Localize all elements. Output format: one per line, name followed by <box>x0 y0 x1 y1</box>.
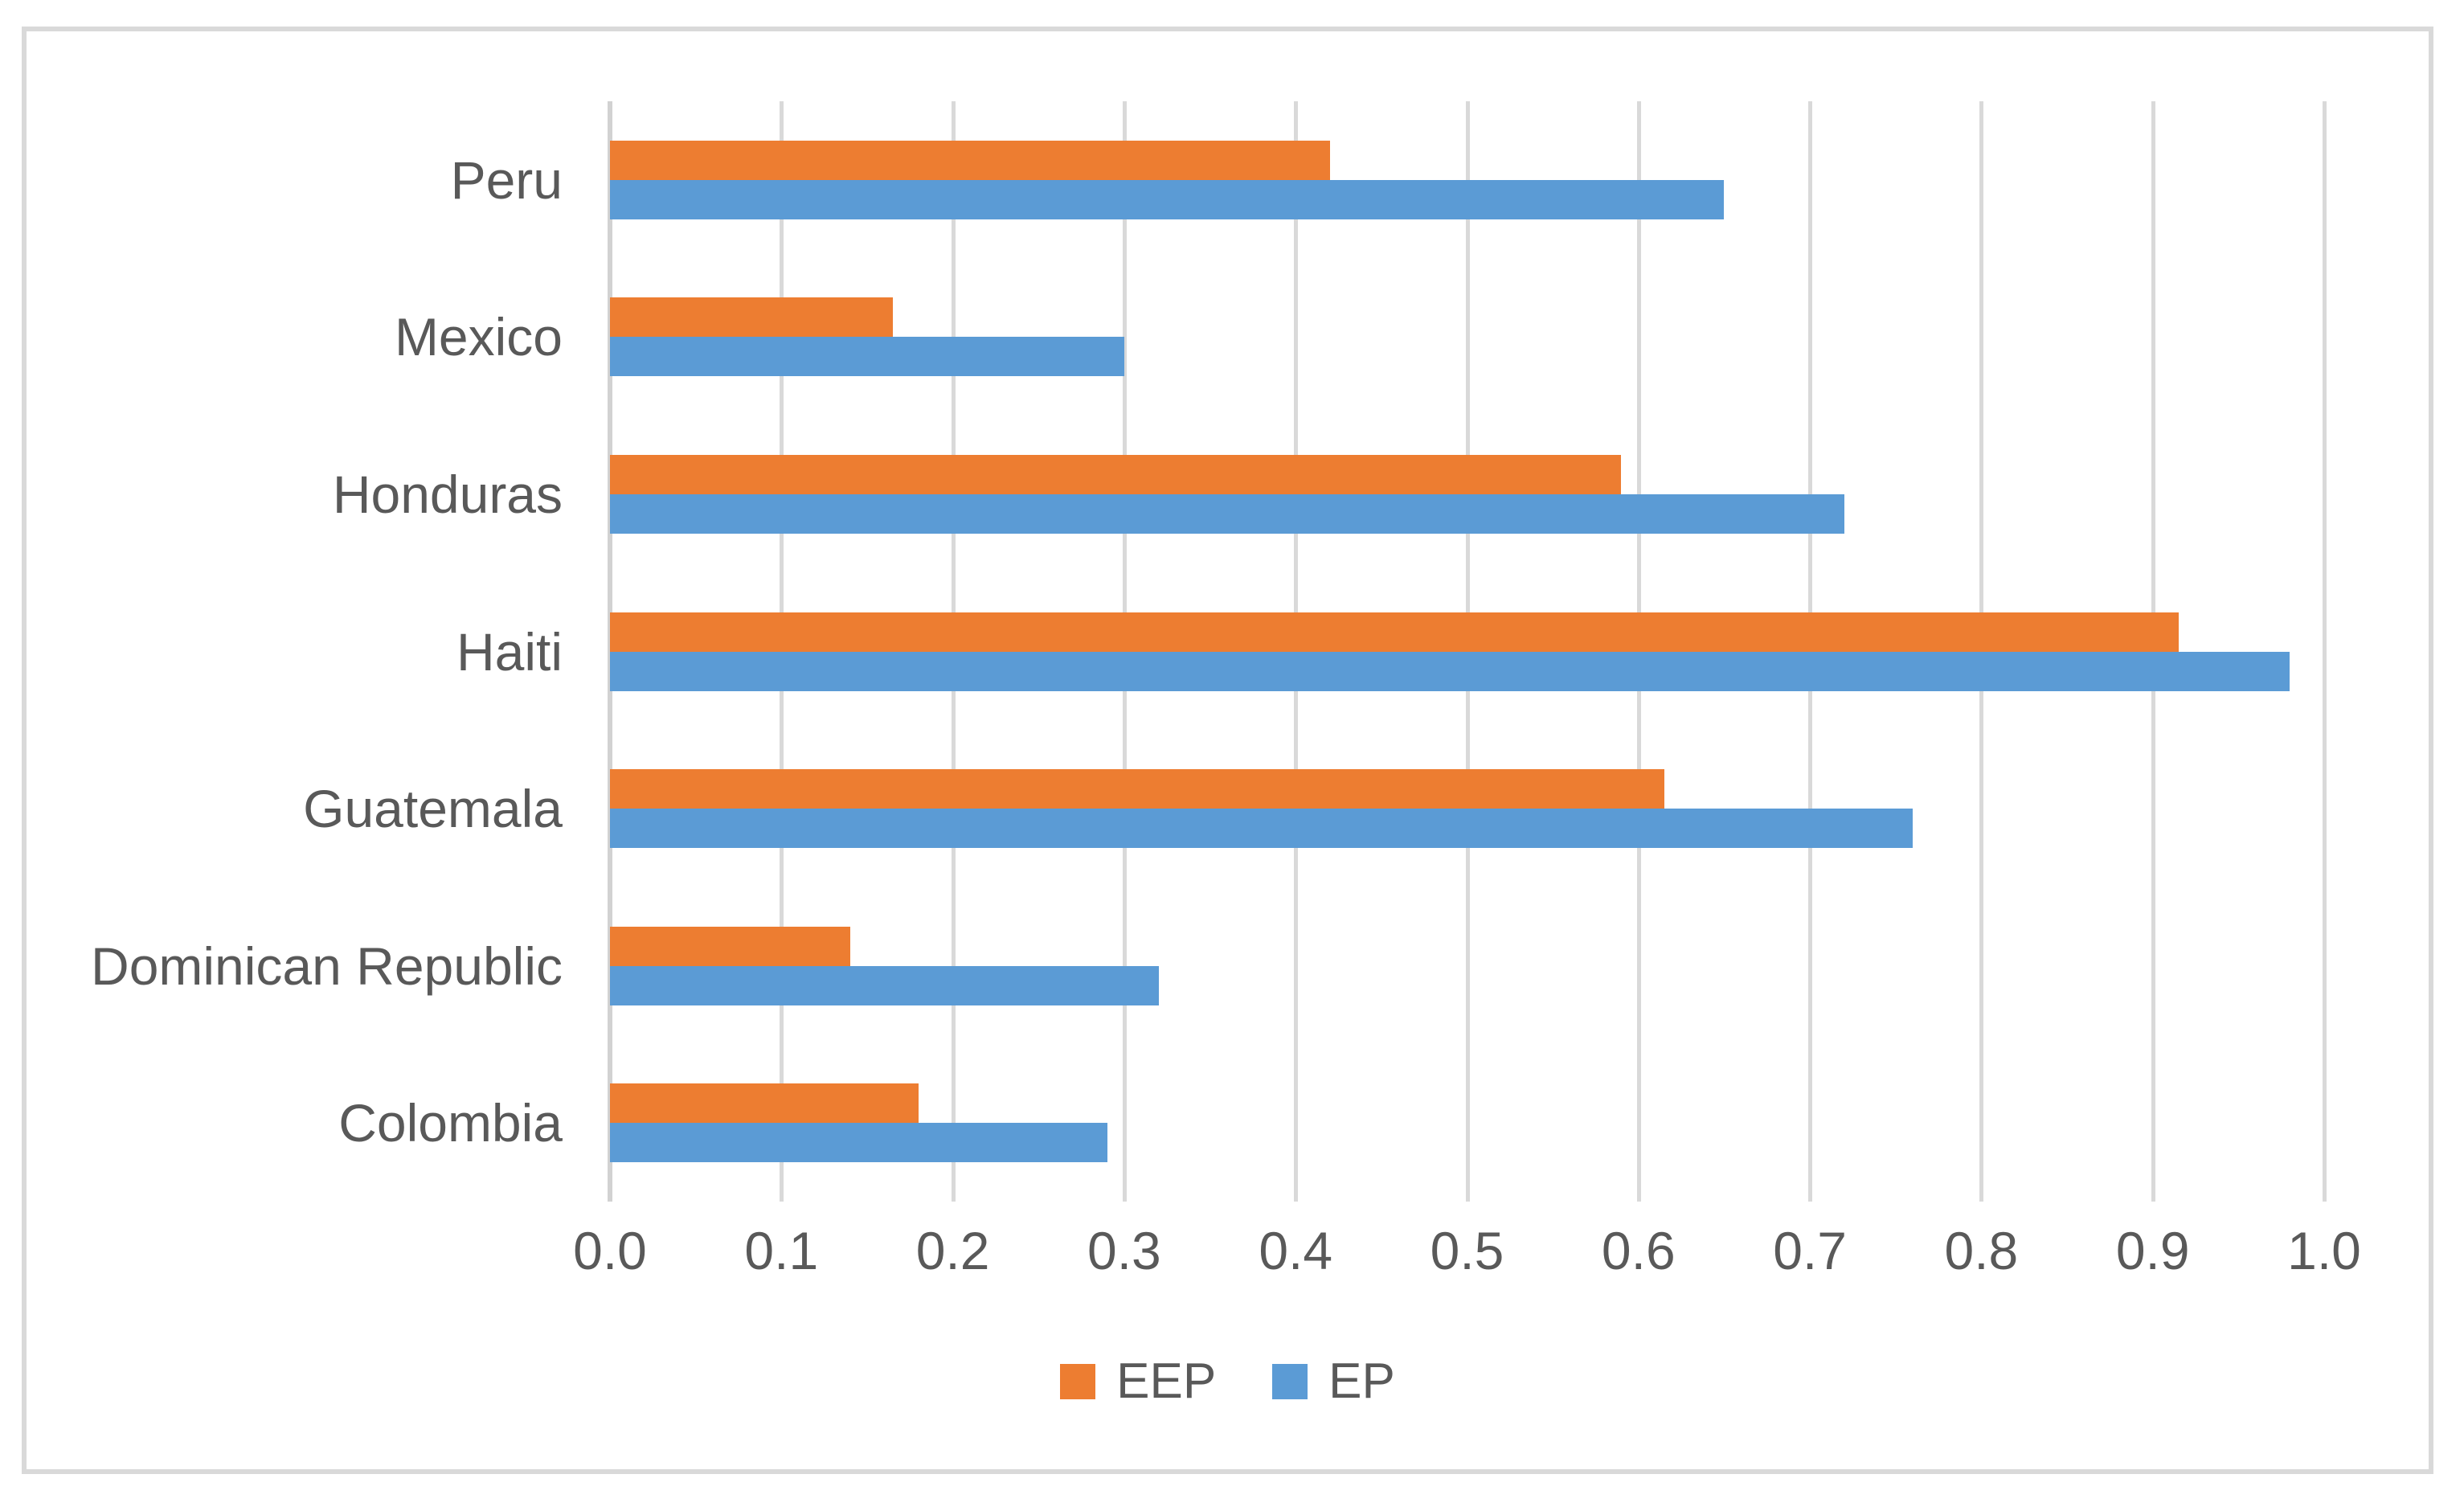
bar-ep-colombia <box>610 1123 1107 1163</box>
x-tick-label-0-7: 0.7 <box>1773 1221 1847 1280</box>
chart-border <box>22 27 2433 1474</box>
category-label-dominican-republic: Dominican Republic <box>91 936 563 996</box>
bar-eep-mexico <box>610 297 893 338</box>
legend-label-ep: EP <box>1328 1353 1395 1409</box>
plot-area <box>608 101 2327 1202</box>
bar-eep-peru <box>610 140 1330 180</box>
x-tick-label-1-0: 1.0 <box>2287 1221 2361 1280</box>
x-tick-label-0-1: 0.1 <box>744 1221 819 1280</box>
bar-eep-dominican-republic <box>610 926 850 966</box>
x-tick-label-0-9: 0.9 <box>2115 1221 2190 1280</box>
bar-eep-colombia <box>610 1083 919 1124</box>
x-tick-label-0-5: 0.5 <box>1430 1221 1504 1280</box>
bar-ep-guatemala <box>610 809 1913 849</box>
category-label-peru: Peru <box>450 149 563 210</box>
category-label-haiti: Haiti <box>456 621 563 682</box>
bar-ep-mexico <box>610 337 1124 377</box>
bar-eep-honduras <box>610 454 1622 494</box>
legend-label-eep: EEP <box>1116 1353 1217 1409</box>
legend-swatch-ep <box>1272 1364 1308 1399</box>
x-tick-label-0-6: 0.6 <box>1601 1221 1676 1280</box>
category-label-honduras: Honduras <box>332 464 563 524</box>
x-tick-label-0-3: 0.3 <box>1087 1221 1161 1280</box>
bar-ep-dominican-republic <box>610 965 1159 1005</box>
category-label-colombia: Colombia <box>338 1093 563 1153</box>
bar-eep-haiti <box>610 612 2179 652</box>
bar-ep-peru <box>610 179 1725 219</box>
x-tick-label-0-2: 0.2 <box>915 1221 990 1280</box>
legend-item-eep: EEP <box>1060 1357 1216 1407</box>
x-tick-label-0-8: 0.8 <box>1944 1221 2019 1280</box>
legend-swatch-eep <box>1060 1364 1096 1399</box>
category-label-guatemala: Guatemala <box>303 779 563 839</box>
bar-eep-guatemala <box>610 769 1664 809</box>
x-tick-label-0-0: 0.0 <box>573 1221 647 1280</box>
bar-ep-honduras <box>610 493 1844 534</box>
legend: EEP EP <box>22 1357 2433 1407</box>
legend-item-ep: EP <box>1272 1357 1395 1407</box>
category-label-mexico: Mexico <box>394 307 563 367</box>
x-tick-label-0-4: 0.4 <box>1259 1221 1333 1280</box>
bar-ep-haiti <box>610 651 2290 691</box>
gridline-1.0 <box>2323 101 2327 1202</box>
